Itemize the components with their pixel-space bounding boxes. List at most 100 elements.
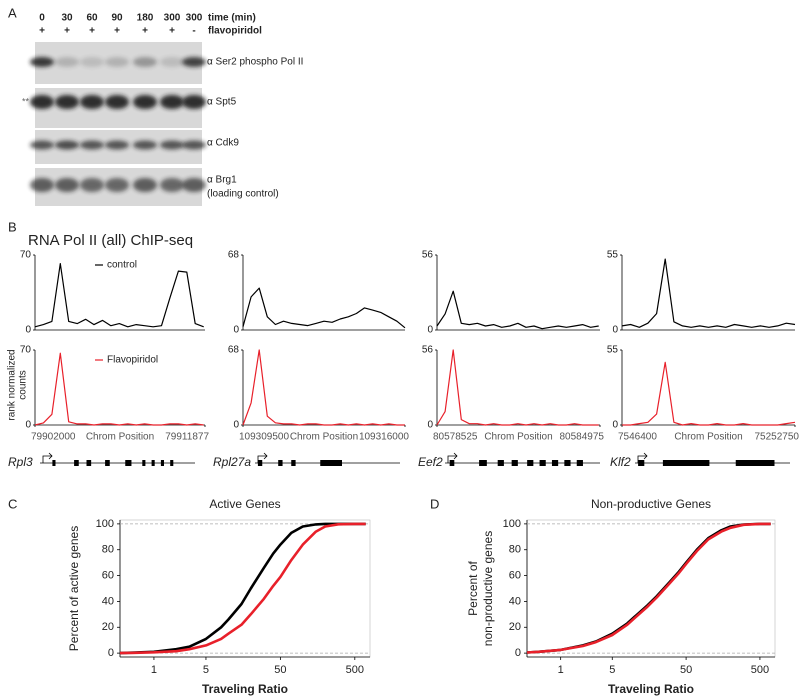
y-tick-label: 20 <box>102 621 114 633</box>
y-axis-label: Percent of active genes <box>67 526 81 651</box>
treatment-value: + <box>64 26 70 37</box>
signal-line <box>242 287 406 329</box>
x-tick-label: 80578525 <box>433 432 478 443</box>
y-tick-label: 100 <box>96 518 114 530</box>
y-axis-label: Percent of non-productive genes <box>466 531 495 646</box>
blot-band <box>80 140 104 150</box>
plot-frame <box>526 519 776 658</box>
x-tick-label: 500 <box>346 664 364 676</box>
y-tick-label: 0 <box>233 325 239 336</box>
y-axis-label-line: Percent of active genes <box>67 526 81 651</box>
x-tick-label: 50 <box>274 664 286 676</box>
x-tick-label: 80584975 <box>560 432 605 443</box>
blot-band <box>55 57 79 67</box>
cdf-line <box>526 522 771 654</box>
gene-exon <box>125 460 132 466</box>
chart-title: Active Genes <box>209 497 280 511</box>
blot-band <box>30 57 54 67</box>
treatment-label: flavopiridol <box>208 26 262 37</box>
blot-band <box>105 178 129 192</box>
blot-band <box>160 178 184 192</box>
signal-line <box>436 349 599 426</box>
y-tick-label: 0 <box>25 325 31 336</box>
blot-band <box>160 95 184 109</box>
gene-exon <box>52 460 56 466</box>
x-axis-label: Chrom Position <box>484 432 552 443</box>
y-tick-label: 56 <box>422 345 434 356</box>
gene-exon <box>291 460 296 466</box>
blot-band <box>55 95 79 109</box>
treatment-value: + <box>114 26 120 37</box>
y-axis-label-line: Percent of <box>466 560 480 615</box>
gene-exon <box>564 460 571 466</box>
x-tick-label: 79902000 <box>31 432 76 443</box>
x-tick-label: 7546400 <box>618 432 657 443</box>
y-tick-label: 68 <box>228 250 240 261</box>
antibody-label: α Brg1 <box>207 175 237 186</box>
chip-ylabel-line: rank normalized <box>7 349 18 420</box>
blot-band <box>182 140 206 150</box>
gene-exon <box>74 460 79 466</box>
panel-label: D <box>430 496 439 511</box>
panel-label: B <box>8 219 17 234</box>
cdf-line <box>119 522 366 655</box>
y-tick-label: 80 <box>509 544 521 556</box>
gene-name: Eef2 <box>418 455 443 469</box>
gene-exon <box>527 460 534 466</box>
y-tick-label: 80 <box>102 544 114 556</box>
x-tick-label: 1 <box>151 664 157 676</box>
gene-exon <box>638 460 645 466</box>
x-tick-label: 5 <box>203 664 209 676</box>
gene-exon <box>86 460 92 466</box>
y-axis-label-line: non-productive genes <box>481 531 495 646</box>
plot-frame <box>119 519 371 658</box>
blot-band <box>105 95 129 109</box>
treatment-value: - <box>192 26 195 37</box>
y-tick-label: 0 <box>108 647 114 659</box>
blot-band <box>160 140 184 150</box>
y-tick-label: 60 <box>102 569 114 581</box>
blot-band <box>133 95 157 109</box>
gene-arrow <box>447 452 458 463</box>
gene-arrow <box>637 452 648 463</box>
x-tick-label: 79911877 <box>165 432 209 443</box>
signal-line <box>436 290 599 330</box>
chip-ylabel: rank normalized counts <box>7 349 29 420</box>
gene-exon <box>449 460 455 466</box>
time-value: 0 <box>39 13 45 24</box>
antibody-label: α Cdk9 <box>207 138 239 149</box>
y-tick-label: 0 <box>25 420 31 431</box>
time-value: 180 <box>137 13 154 24</box>
time-value: 30 <box>61 13 73 24</box>
treatment-value: + <box>89 26 95 37</box>
gene-exon <box>551 460 559 466</box>
gene-exon <box>142 460 146 466</box>
treatment-value: + <box>39 26 45 37</box>
gene-name: Rpl27a <box>213 455 251 469</box>
gene-exon <box>479 460 487 466</box>
panel-label: A <box>8 5 17 20</box>
gene-exon <box>511 460 518 466</box>
time-value: 60 <box>86 13 98 24</box>
y-tick-label: 100 <box>503 518 521 530</box>
blot-band <box>80 95 104 109</box>
chart-title: Non-productive Genes <box>591 497 711 511</box>
blot-band <box>105 140 129 150</box>
gene-exon <box>151 460 155 466</box>
treatment-value: + <box>142 26 148 37</box>
x-tick-label: 109316000 <box>359 432 409 443</box>
gene-exon <box>735 460 775 466</box>
chip-ylabel-line: counts <box>18 370 29 399</box>
y-tick-label: 55 <box>607 250 619 261</box>
gene-exon <box>662 460 710 466</box>
y-tick-label: 55 <box>607 345 619 356</box>
gene-exon <box>497 460 504 466</box>
x-tick-label: 1 <box>558 664 564 676</box>
blot-band <box>182 178 206 192</box>
x-tick-label: 500 <box>751 664 769 676</box>
antibody-label: α Ser2 phospho Pol II <box>207 57 303 68</box>
y-tick-label: 0 <box>612 325 618 336</box>
time-value: 300 <box>186 13 203 24</box>
